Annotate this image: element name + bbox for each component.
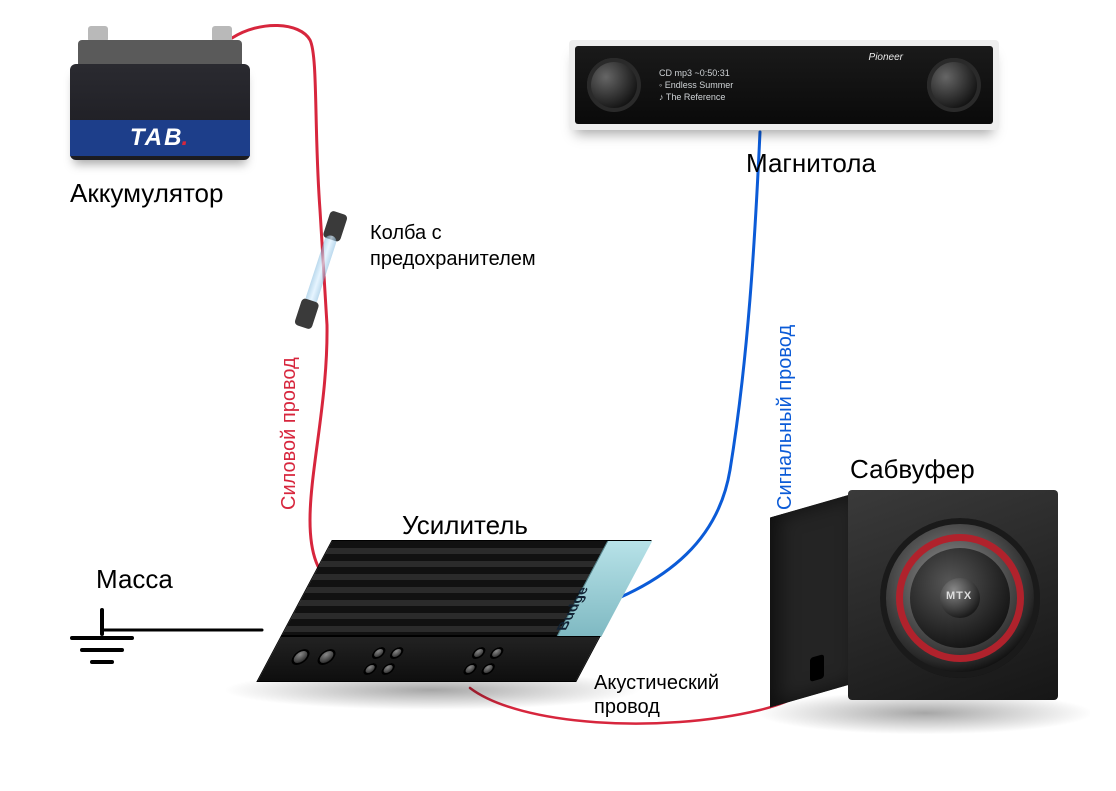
fuse-holder [288, 208, 354, 331]
head-display: CD mp3 ~0:50:31 ◦ Endless Summer ♪ The R… [659, 60, 909, 110]
sub-terminal [810, 654, 824, 682]
head-knob-left [587, 58, 641, 112]
ground-label: Масса [96, 564, 173, 595]
amp-brand: Budge [524, 593, 621, 625]
amplifier: Budge [252, 540, 572, 690]
head-unit-label: Магнитола [746, 148, 876, 179]
battery: TAB. [70, 40, 250, 160]
battery-brand: TAB. [70, 120, 250, 156]
sub-logo: MTX [946, 590, 972, 602]
fuse-label-1: Колба с [370, 222, 442, 245]
battery-label: Аккумулятор [70, 178, 223, 209]
speaker-wire-label-2: провод [594, 696, 660, 719]
ground-symbol [60, 608, 150, 668]
speaker-wire-label-1: Акустический [594, 672, 719, 695]
amplifier-label: Усилитель [402, 510, 528, 541]
head-unit: Pioneer CD mp3 ~0:50:31 ◦ Endless Summer… [569, 40, 999, 130]
power-wire-label: Силовой провод [278, 357, 301, 510]
fuse-label-2: предохранителем [370, 248, 536, 271]
head-knob-right [927, 58, 981, 112]
subwoofer: MTX [770, 480, 1060, 720]
